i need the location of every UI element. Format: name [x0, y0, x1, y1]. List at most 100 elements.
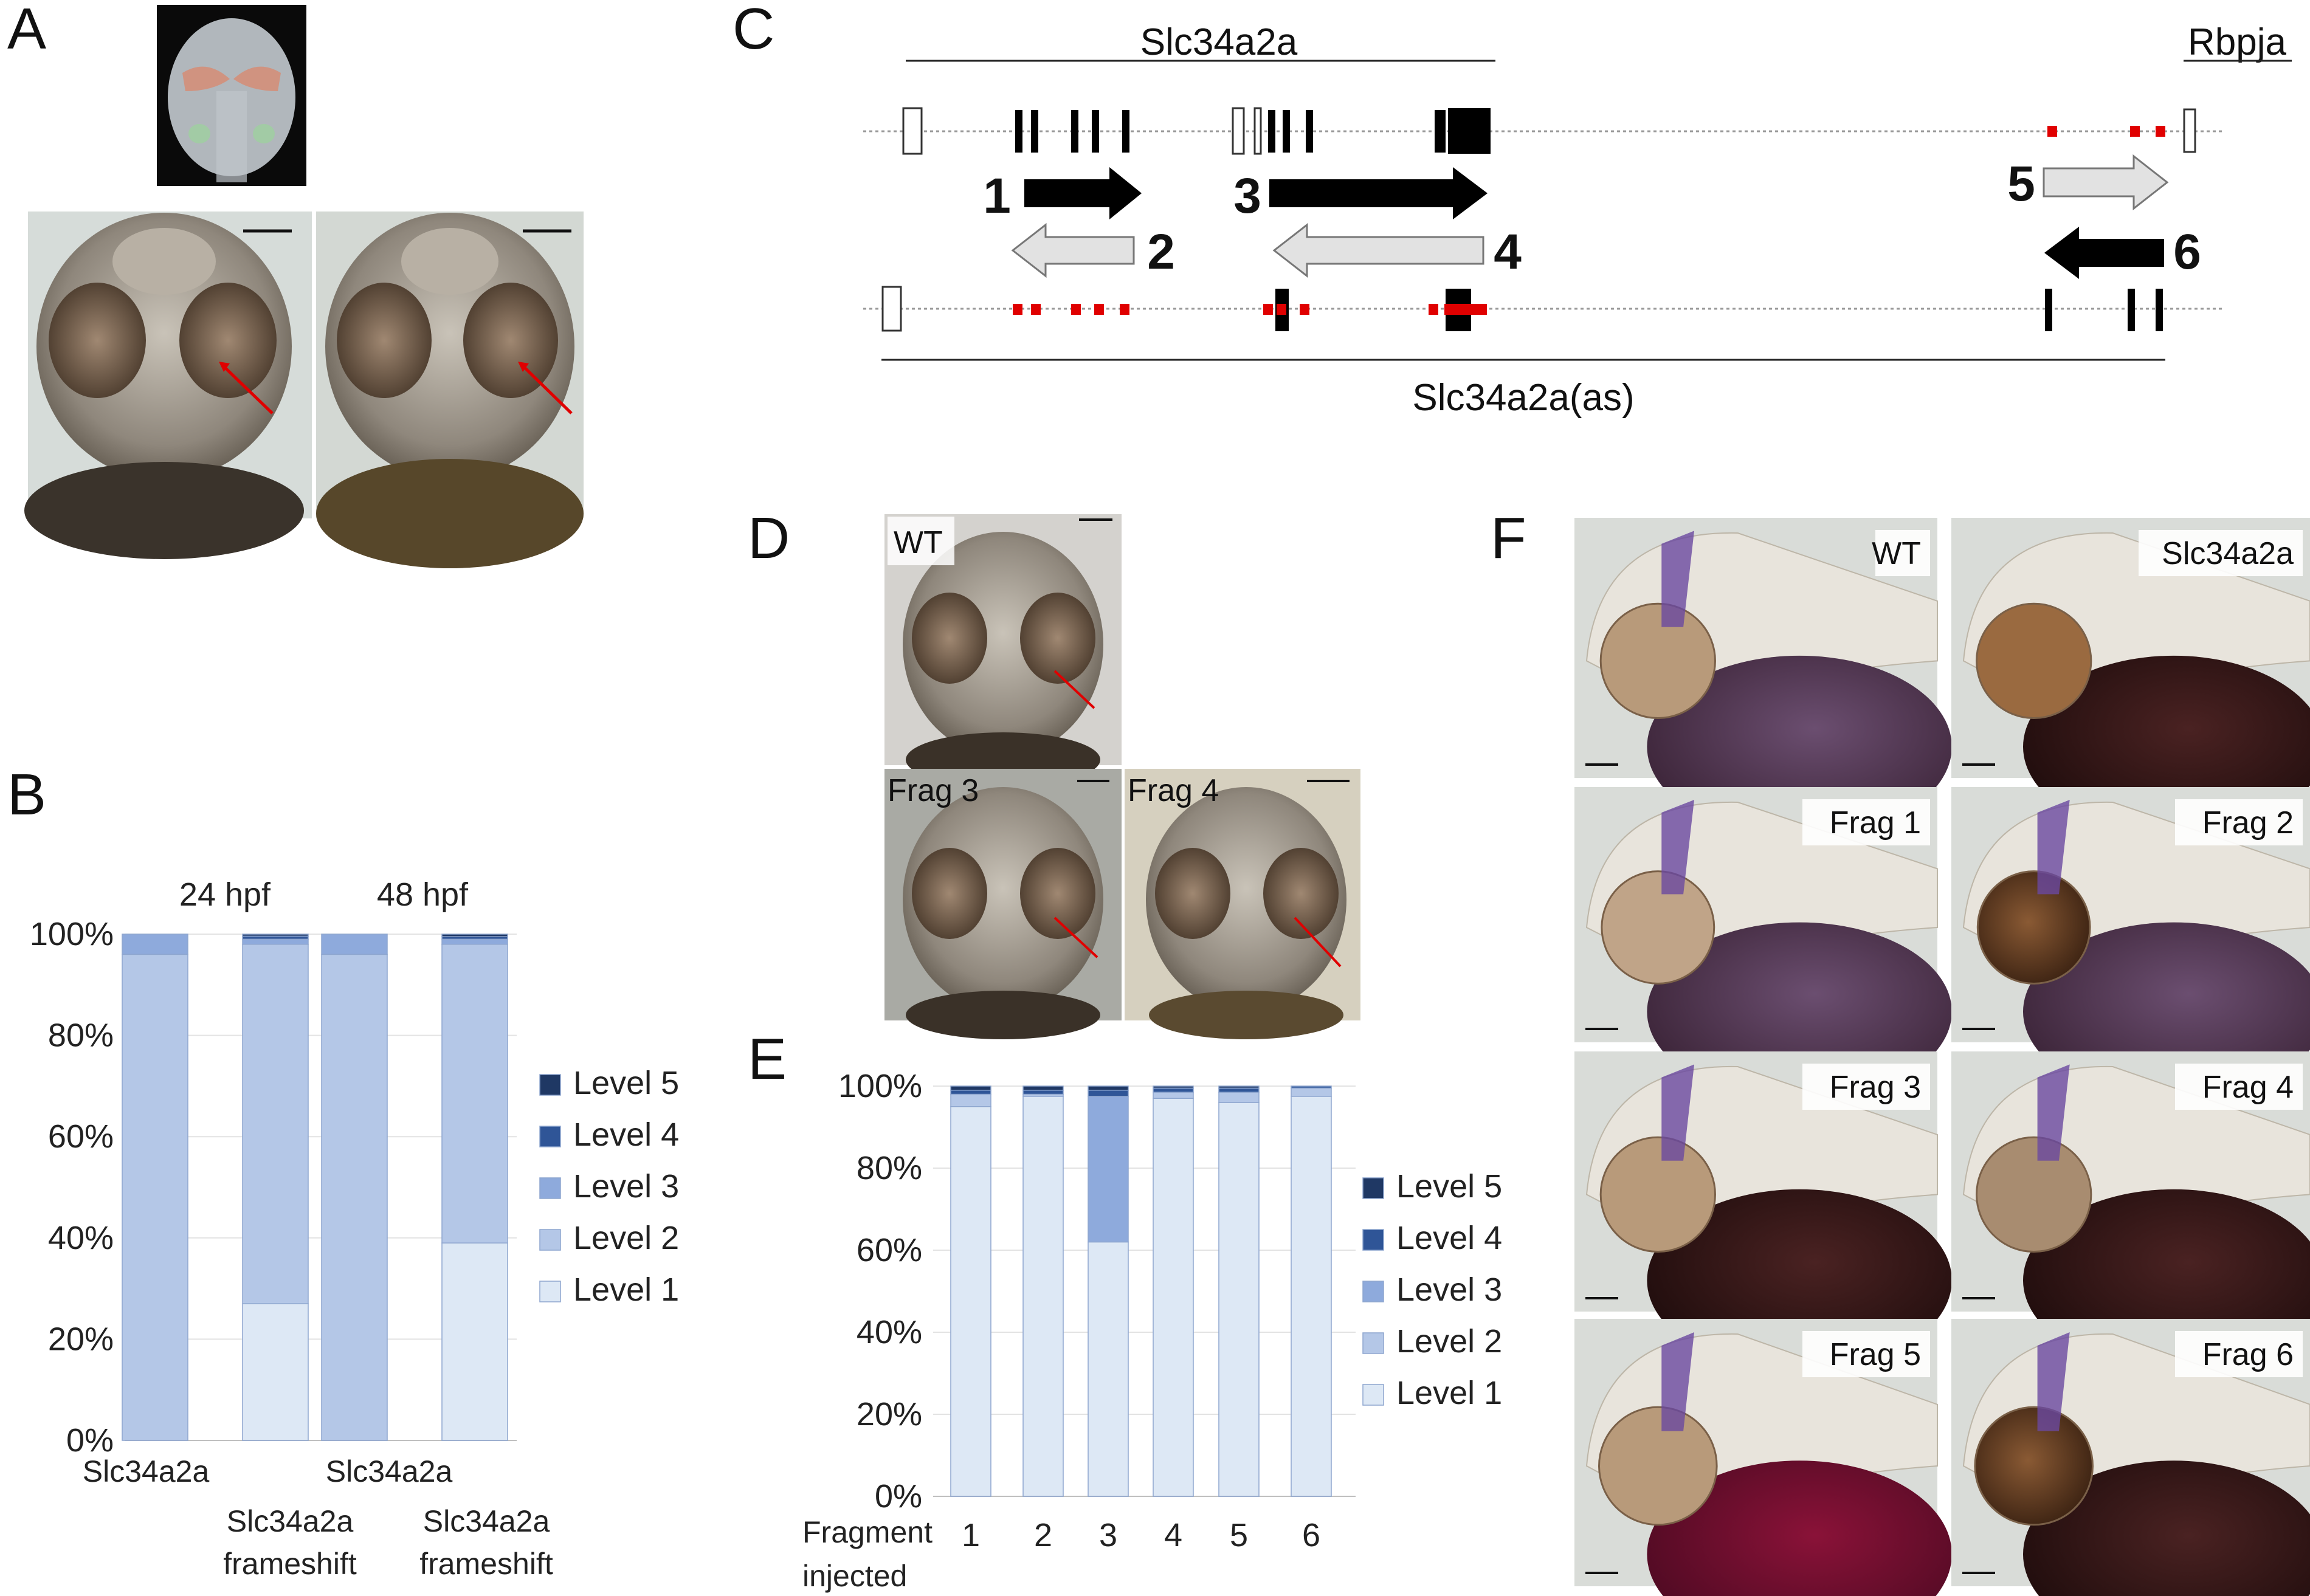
bar-segment-level-4	[1291, 1085, 1332, 1089]
panel-f-label: WT	[1872, 536, 1921, 571]
panel-f-label: Frag 5	[1830, 1337, 1921, 1372]
panel-f-label: Frag 6	[2202, 1337, 2294, 1372]
panel-e: E 0% 20% 40% 60% 80% 100% 1 2 3 4 5 6 Fragment inj…	[748, 1027, 1502, 1593]
svg-text:4: 4	[1494, 224, 1522, 280]
panel-f-label: Frag 3	[1830, 1070, 1921, 1105]
bar-segment-level-1	[1153, 1098, 1194, 1497]
bar-segment-level-5	[1022, 1085, 1064, 1091]
svg-text:6: 6	[2173, 224, 2201, 280]
legend-entry: Level 2	[1396, 1323, 1502, 1360]
panel-f-label: Slc34a2a	[2162, 536, 2294, 571]
panel-letter-a: A	[7, 0, 46, 61]
fragment-arrow-3: 3	[1233, 167, 1488, 224]
x-tick-label: 5	[1230, 1517, 1248, 1553]
legend-entry: Level 4	[1396, 1220, 1502, 1256]
chart-b-x-label-3: Slc34a2a	[326, 1454, 453, 1488]
panel-f-photo-frag-2: Frag 2	[1951, 787, 2310, 1101]
chart-b-x-label-1: Slc34a2a	[83, 1454, 210, 1488]
panel-a-schematic-image	[157, 5, 306, 186]
x-tick-label: 3	[1099, 1517, 1117, 1553]
fragment-arrow-5: 5	[2007, 154, 2169, 212]
bar-segment-level-2	[1153, 1092, 1194, 1099]
y-tick-label: 20%	[857, 1396, 922, 1433]
svg-text:WT: WT	[894, 525, 943, 560]
bar-segment-level-3	[441, 938, 508, 945]
bar-segment-level-4	[950, 1090, 991, 1095]
bar-segment-level-2	[1291, 1087, 1332, 1097]
panel-d: D WT Frag 3	[748, 506, 1360, 1039]
panel-letter-b: B	[7, 762, 46, 827]
x-tick-label: 1	[962, 1517, 980, 1553]
panel-a-photo-right	[316, 212, 584, 568]
y-tick-label: 80%	[48, 1017, 114, 1054]
fragment-arrow-6: 6	[2044, 224, 2201, 280]
panel-letter-f: F	[1491, 506, 1526, 571]
bar-segment-level-1	[1291, 1096, 1332, 1497]
bottom-strand	[863, 286, 2222, 332]
y-tick-label: 60%	[857, 1232, 922, 1268]
legend-entry: Level 5	[1396, 1168, 1502, 1205]
bar-segment-level-2	[1218, 1092, 1260, 1103]
chart-b-group-label-48hpf: 48 hpf	[377, 876, 469, 913]
legend-entry: Level 3	[573, 1168, 679, 1205]
fragment-arrow-1: 1	[983, 167, 1142, 224]
y-tick-label: 0%	[66, 1422, 114, 1459]
panel-a-photo-left	[24, 212, 314, 559]
svg-text:2: 2	[1147, 224, 1175, 280]
gene-label-rbpja: Rbpja	[2188, 21, 2287, 63]
gene-label-slc34a2a: Slc34a2a	[1140, 21, 1298, 63]
bar-segment-level-2	[122, 954, 188, 1441]
bar-segment-level-2	[950, 1093, 991, 1107]
bar-segment-level-5	[242, 934, 309, 937]
bar-segment-level-1	[1088, 1241, 1129, 1497]
panel-f-label: Frag 2	[2202, 805, 2294, 841]
panel-f: F WT Slc34a2a Frag 1 Frag 2 Frag 3 Frag 4 Frag…	[1491, 506, 2310, 1596]
y-tick-label: 20%	[48, 1321, 114, 1357]
panel-d-photo-frag3: Frag 3	[884, 769, 1122, 1039]
chart-e-x-axis-label-1: Fragment	[802, 1515, 933, 1549]
chart-b-y-axis: 0% 20% 40% 60% 80% 100%	[30, 916, 114, 1459]
legend-swatch	[539, 1074, 561, 1096]
chart-b-x-label-2a: Slc34a2a	[227, 1504, 354, 1538]
panel-d-photo-frag4: Frag 4	[1125, 769, 1360, 1039]
y-tick-label: 40%	[857, 1314, 922, 1350]
bar-segment-level-4	[1088, 1090, 1129, 1097]
gene-label-slc34a2a-as: Slc34a2a(as)	[1412, 377, 1634, 419]
legend-entry: Level 1	[573, 1271, 679, 1308]
chart-e-gridlines	[933, 1085, 1356, 1497]
legend-swatch	[1362, 1177, 1384, 1199]
bar-segment-level-3	[321, 934, 388, 955]
bar-segment-level-5	[950, 1085, 991, 1091]
panel-f-photos: WT Slc34a2a Frag 1 Frag 2 Frag 3 Frag 4 Frag 5…	[1574, 518, 2310, 1596]
bar-segment-level-3	[122, 934, 188, 955]
legend-entry: Level 4	[573, 1116, 679, 1153]
panel-f-label: Frag 4	[2202, 1070, 2294, 1105]
legend-entry: Level 5	[573, 1065, 679, 1101]
bar-segment-level-4	[1153, 1087, 1194, 1093]
panel-c: C Slc34a2a Rbpja	[733, 0, 2292, 419]
legend-swatch	[1362, 1229, 1384, 1251]
chart-b-bars	[122, 934, 508, 1441]
svg-text:3: 3	[1233, 168, 1261, 224]
bar-segment-level-5	[1153, 1085, 1194, 1089]
svg-text:1: 1	[983, 168, 1011, 224]
bar-segment-level-4	[1218, 1087, 1260, 1093]
svg-text:Frag 4: Frag 4	[1128, 773, 1219, 808]
bar-segment-level-3	[242, 938, 309, 945]
panel-f-label: Frag 1	[1830, 805, 1921, 841]
fragment-arrow-2: 2	[1011, 222, 1175, 280]
legend-swatch	[539, 1281, 561, 1302]
chart-e-bars	[950, 1085, 1332, 1497]
y-tick-label: 40%	[48, 1220, 114, 1256]
y-tick-label: 80%	[857, 1150, 922, 1186]
chart-e-legend: Level 5 Level 4 Level 3 Level 2 Level 1	[1362, 1168, 1502, 1411]
x-tick-label: 4	[1164, 1517, 1182, 1553]
chart-b-x-label-2b: frameshift	[223, 1547, 357, 1581]
bar-segment-level-1	[1218, 1102, 1260, 1497]
x-tick-label: 6	[1302, 1517, 1320, 1553]
bar-segment-level-2	[242, 943, 309, 1304]
chart-e-y-axis: 0% 20% 40% 60% 80% 100%	[838, 1068, 922, 1515]
bar-segment-level-4	[1022, 1090, 1064, 1095]
panel-letter-d: D	[748, 506, 790, 571]
